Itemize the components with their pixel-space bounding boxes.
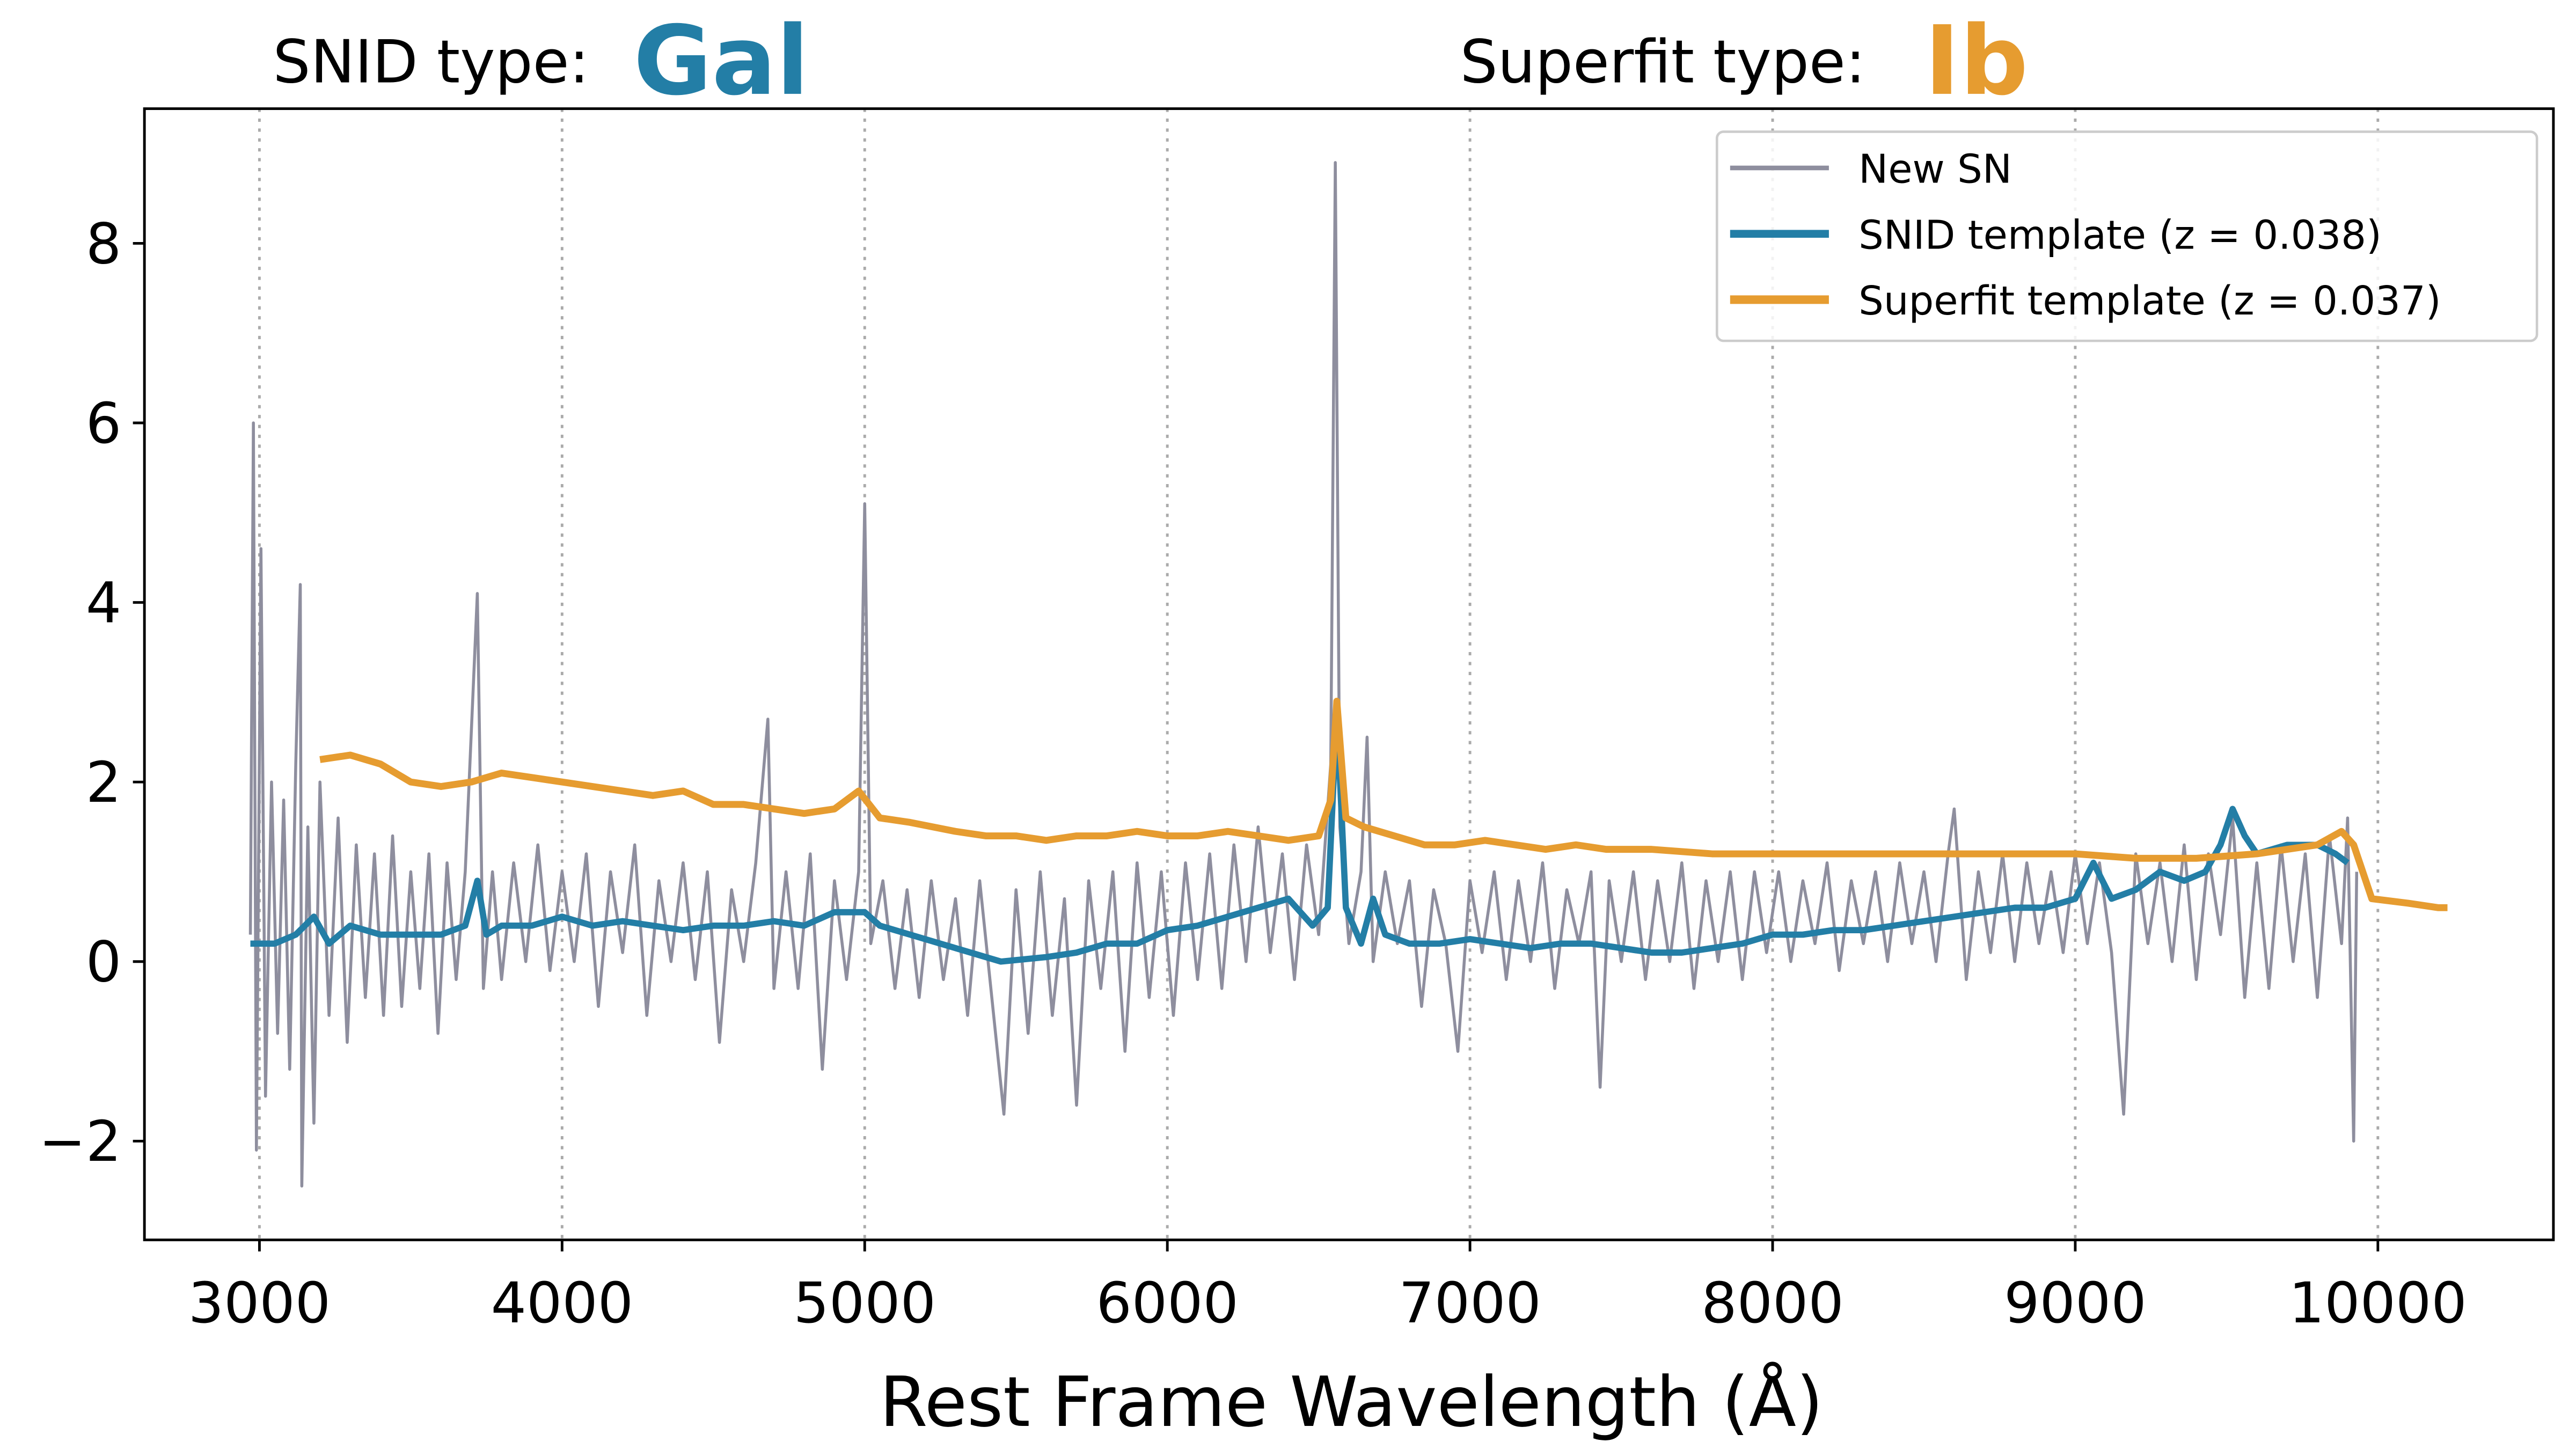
y-tick-label: 0 [86, 930, 121, 995]
legend-box [1715, 130, 2538, 342]
x-tick-label: 7000 [1399, 1270, 1541, 1336]
x-tick-label: 3000 [188, 1270, 331, 1336]
axes: 3000 4000 5000 6000 7000 8000 9000 10000 −2 0 2 4 6 8 [39, 211, 2467, 1335]
snid-type: Gal [633, 5, 809, 116]
legend-label: New SN [1858, 147, 2012, 193]
x-tick-label: 8000 [1701, 1270, 1843, 1336]
x-tick-label: 9000 [2004, 1270, 2146, 1336]
snid-label: SNID type: [273, 27, 589, 97]
legend-label: Superfit template (z = 0.037) [1858, 279, 2441, 324]
x-axis-label: Rest Frame Wavelength (Å) [880, 1362, 1823, 1443]
superfit-type: Ib [1924, 5, 2029, 116]
y-tick-label: 2 [86, 750, 121, 815]
y-tick-label: 6 [86, 391, 121, 456]
legend: New SN SNID template (z = 0.038) Superfit … [1715, 130, 2538, 342]
x-tick-label: 10000 [2289, 1270, 2467, 1336]
x-tick-label: 5000 [794, 1270, 936, 1336]
plot-area [248, 161, 2448, 1188]
series-line [248, 161, 2359, 1188]
superfit-label: Superfit type: [1460, 27, 1865, 97]
y-tick-label: −2 [39, 1109, 121, 1174]
x-tick-label: 6000 [1096, 1270, 1238, 1336]
legend-label: SNID template (z = 0.038) [1858, 213, 2382, 258]
y-tick-label: 4 [86, 570, 121, 635]
series-line [319, 698, 2448, 911]
y-tick-label: 8 [86, 211, 121, 276]
plot-frame [143, 107, 2555, 1241]
x-tick-label: 4000 [491, 1270, 633, 1336]
